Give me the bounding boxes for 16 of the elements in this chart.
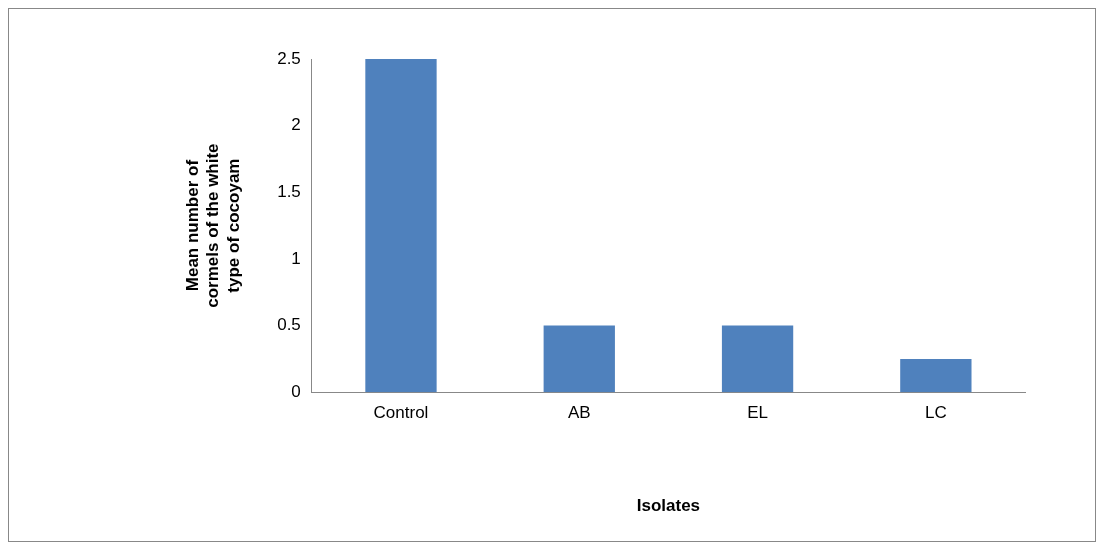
y-tick-label: 1 xyxy=(291,248,301,268)
y-tick-label: 2 xyxy=(291,115,301,135)
bar xyxy=(543,325,615,393)
x-tick-label: Control xyxy=(373,403,429,423)
y-tick-label: 0 xyxy=(291,381,301,401)
bar xyxy=(721,325,794,393)
bar xyxy=(900,358,972,393)
y-tick-label: 0.5 xyxy=(277,315,301,335)
y-tick-label: 2.5 xyxy=(277,48,301,68)
x-axis-title: Isolates xyxy=(636,496,701,516)
x-tick-label: EL xyxy=(747,403,768,423)
y-axis-title: Mean number of cormels of the white type of cocoyam xyxy=(182,143,243,308)
x-tick-label: AB xyxy=(567,403,591,423)
bar xyxy=(365,59,437,393)
y-tick-label: 1.5 xyxy=(277,181,301,201)
x-tick-label: LC xyxy=(924,403,947,423)
